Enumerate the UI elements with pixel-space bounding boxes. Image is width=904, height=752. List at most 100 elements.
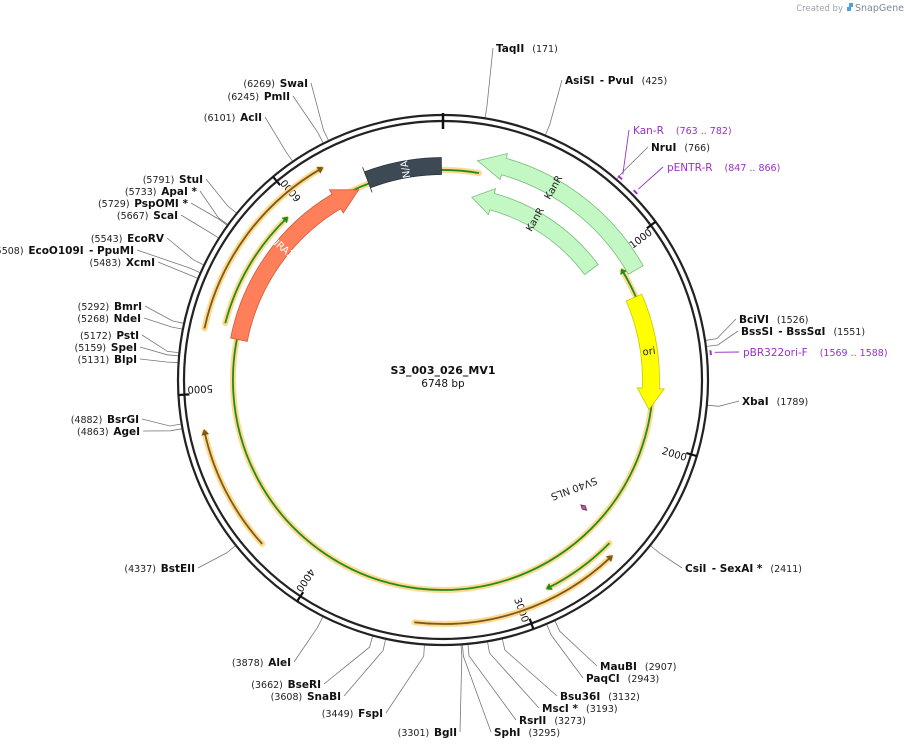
site-labels: TaqII (171) AsiSI - PvuI (425) NruI (766) BciV… — [0, 43, 865, 739]
restriction-site-label[interactable]: (5292) BmrI — [78, 301, 142, 313]
orf-line[interactable] — [547, 542, 611, 589]
restriction-site-label[interactable]: PaqCI (2943) — [586, 673, 659, 685]
site-leader — [139, 346, 179, 357]
restriction-site-label[interactable]: (5667) ScaI — [117, 210, 178, 222]
site-leader — [462, 645, 492, 733]
plasmid-backbone — [176, 113, 710, 647]
site-position: (3132) — [608, 692, 640, 703]
primer-label[interactable]: pENTR-R (847 .. 866) — [667, 162, 780, 174]
orf-line[interactable] — [203, 431, 263, 545]
site-position: (1526) — [777, 315, 809, 326]
site-position: (4882) — [71, 415, 103, 426]
restriction-site-label[interactable]: BssSI - BssSαI (1551) — [741, 326, 865, 338]
restriction-site-label[interactable]: (3449) FspI — [322, 708, 383, 720]
site-name: BlpI — [114, 354, 137, 366]
site-name: MauBI — [600, 661, 637, 673]
site-position: (2907) — [645, 662, 677, 673]
site-name: XbaI — [742, 396, 769, 408]
orf-line[interactable] — [203, 168, 322, 329]
restriction-site-label[interactable]: (5483) XcmI — [89, 257, 155, 269]
site-leader — [707, 400, 740, 407]
site-position: (5131) — [78, 355, 110, 366]
ori-arrow[interactable] — [625, 293, 666, 411]
restriction-site-label[interactable]: (6269) SwaI — [243, 78, 308, 90]
orf-line[interactable] — [224, 217, 287, 324]
restriction-site-label[interactable]: Bsu36I (3132) — [560, 691, 640, 703]
site-leader — [616, 146, 649, 180]
sv40-nls-marker[interactable] — [580, 504, 588, 511]
site-name: PstI — [116, 330, 139, 342]
restriction-site-label[interactable]: (5543) EcoRV — [91, 233, 165, 245]
primer-position: (847 .. 866) — [725, 163, 781, 174]
restriction-site-label[interactable]: RsrII (3273) — [519, 715, 586, 727]
restriction-site-label[interactable]: (3662) BseRI — [251, 679, 321, 691]
site-name: BssSI — [741, 326, 773, 338]
site-name: NruI — [651, 142, 676, 154]
restriction-site-label[interactable]: (5268) NdeI — [77, 313, 141, 325]
orf-line[interactable] — [414, 556, 612, 625]
site-name: PspOMI * — [134, 198, 188, 210]
plasmid-name: S3_003_026_MV1 — [390, 364, 495, 377]
restriction-site-label[interactable]: (4882) BsrGI — [71, 414, 139, 426]
site-position: (5543) — [91, 234, 123, 245]
kanr-arrow-outer[interactable] — [476, 152, 644, 275]
primer-label[interactable]: pBR322ori-F (1569 .. 1588) — [743, 347, 888, 359]
restriction-site-label[interactable]: CsiI - SexAI * (2411) — [685, 563, 802, 575]
restriction-site-label[interactable]: (5733) ApaI * — [125, 186, 198, 198]
site-leader — [136, 249, 200, 273]
primer-mark — [709, 350, 712, 356]
site-position: (2943) — [628, 674, 660, 685]
restriction-site-label[interactable]: (3878) AleI — [232, 657, 291, 669]
restriction-site-label[interactable]: (6101) AclI — [204, 112, 262, 124]
restriction-site-label[interactable]: (3608) SnaBI — [271, 691, 341, 703]
ura3-arrow[interactable] — [230, 189, 360, 342]
kanr-arrow-inner[interactable] — [471, 187, 599, 276]
site-leader — [141, 418, 181, 427]
site-name: BmrI — [114, 301, 142, 313]
restriction-site-label[interactable]: (5131) BlpI — [78, 354, 137, 366]
restriction-site-label[interactable]: MscI * (3193) — [542, 703, 618, 715]
site-name: SphI — [494, 727, 520, 739]
cenars-box[interactable] — [362, 157, 442, 193]
restriction-site-label[interactable]: (3301) BglI — [398, 727, 457, 739]
restriction-site-label[interactable]: AsiSI - PvuI (425) — [565, 75, 667, 87]
site-position: (5729) — [98, 199, 130, 210]
restriction-site-label[interactable]: NruI (766) — [651, 142, 710, 154]
restriction-site-label[interactable]: (5508) EcoO109I - PpuMI — [0, 245, 134, 257]
site-name: BstEII — [161, 563, 195, 575]
restriction-site-label[interactable]: BciVI (1526) — [739, 314, 808, 326]
site-leader — [487, 642, 540, 709]
restriction-site-label[interactable]: (6245) PmlI — [228, 91, 291, 103]
site-extra-name: BssSαI — [786, 326, 825, 338]
site-name: BsrGI — [107, 414, 139, 426]
plasmid-length: 6748 bp — [421, 378, 465, 390]
restriction-site-label[interactable]: (5159) SpeI — [75, 342, 137, 354]
restriction-site-label[interactable]: (4337) BstEII — [124, 563, 195, 575]
site-leader — [502, 639, 558, 697]
site-name: AgeI — [113, 426, 140, 438]
primer-label[interactable]: Kan-R (763 .. 782) — [633, 125, 732, 137]
credit-brand: SnapGene — [855, 3, 904, 14]
site-name: EcoO109I — [28, 245, 83, 257]
site-leader — [323, 636, 373, 685]
site-name: BciVI — [739, 314, 769, 326]
site-leader — [139, 358, 178, 364]
restriction-site-label[interactable]: (4863) AgeI — [77, 426, 140, 438]
restriction-site-label[interactable]: MauBI (2907) — [600, 661, 677, 673]
site-position: (2411) — [770, 564, 802, 575]
site-name: NdeI — [114, 313, 141, 325]
restriction-site-label[interactable]: (5729) PspOMI * — [98, 198, 189, 210]
restriction-site-label[interactable]: (5172) PstI — [80, 330, 139, 342]
primer-name: Kan-R — [633, 125, 664, 137]
plasmid-center-label: S3_003_026_MV1 6748 bp — [390, 364, 495, 390]
site-position: (6101) — [204, 113, 236, 124]
restriction-site-label[interactable]: TaqII (171) — [496, 43, 558, 55]
site-name: AsiSI — [565, 75, 594, 87]
restriction-site-label[interactable]: (5791) StuI — [143, 174, 203, 186]
site-position: (1551) — [833, 327, 865, 338]
restriction-site-label[interactable]: SphI (3295) — [494, 727, 560, 739]
restriction-site-label[interactable]: XbaI (1789) — [742, 396, 808, 408]
site-leader — [545, 79, 563, 135]
site-name: SwaI — [280, 78, 308, 90]
